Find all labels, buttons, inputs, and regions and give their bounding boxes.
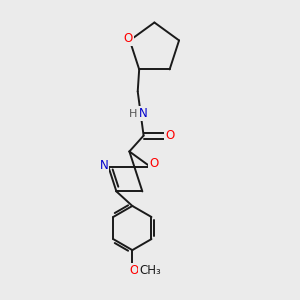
Text: O: O	[124, 32, 133, 45]
Text: O: O	[165, 129, 174, 142]
Text: CH₃: CH₃	[139, 264, 161, 277]
Text: O: O	[129, 264, 138, 277]
Text: N: N	[100, 159, 108, 172]
Text: N: N	[139, 107, 147, 120]
Text: O: O	[149, 157, 158, 170]
Text: H: H	[129, 109, 137, 118]
